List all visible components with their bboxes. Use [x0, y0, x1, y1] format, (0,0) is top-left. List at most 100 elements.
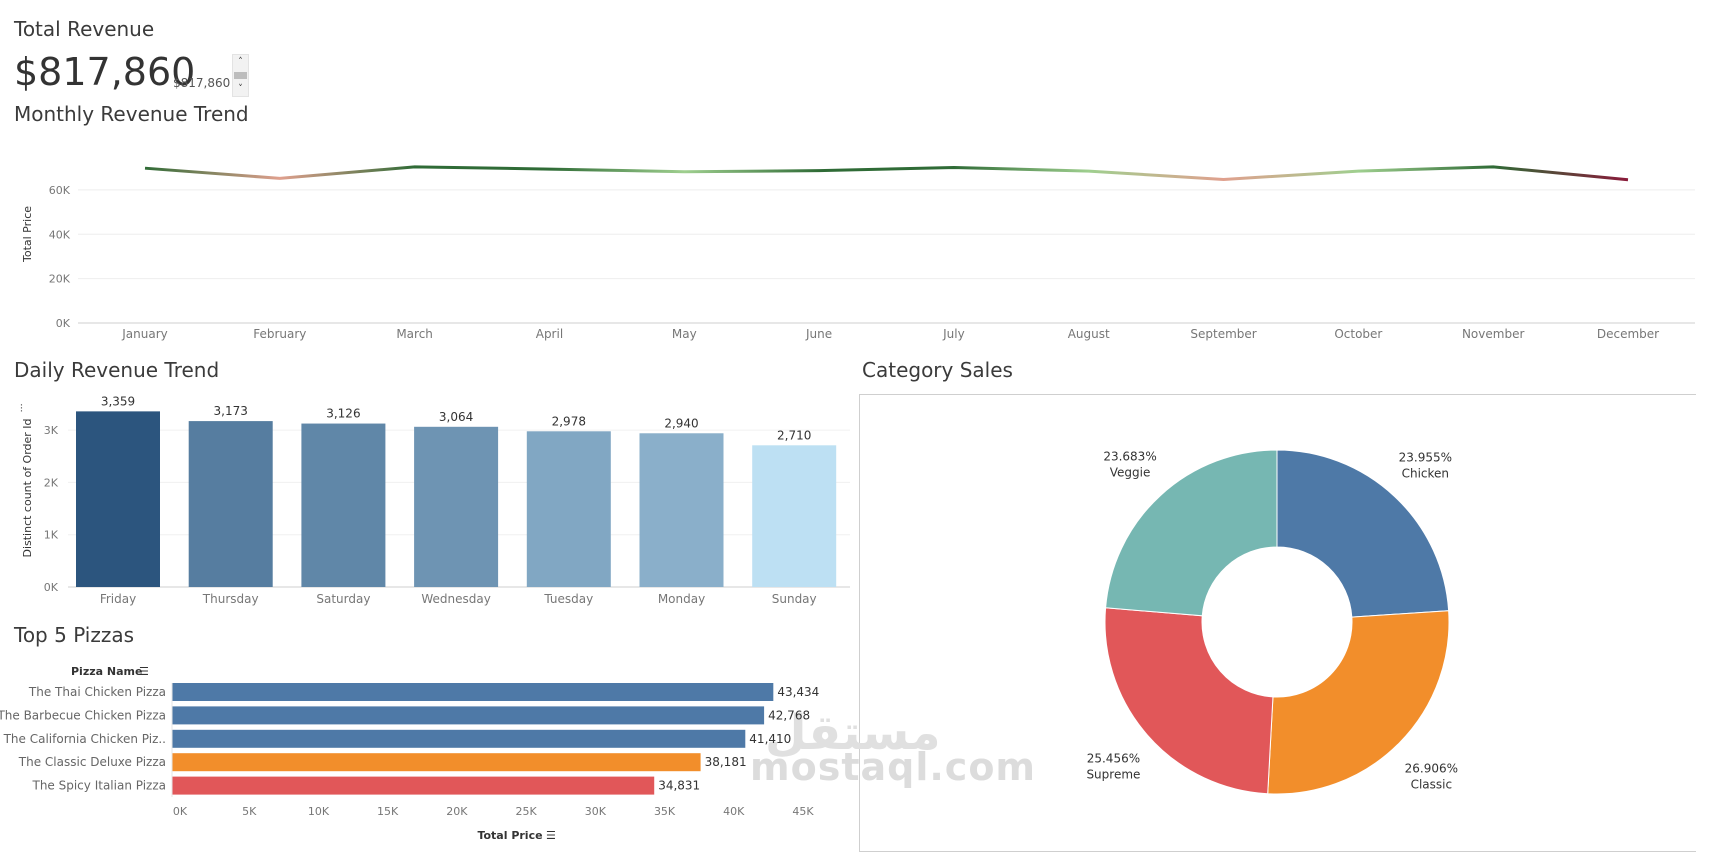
data-point [1492, 165, 1495, 168]
data-point [1222, 178, 1225, 181]
slice-percent-label: 26.906% [1405, 762, 1458, 776]
slice-category-label: Classic [1411, 778, 1453, 792]
y-tick-label: 40K [49, 228, 71, 241]
spinner-up-icon[interactable]: ˄ [238, 57, 243, 67]
revenue-line [144, 165, 1629, 182]
slice-category-label: Veggie [1110, 465, 1151, 479]
x-tick-label: June [805, 327, 832, 341]
bar-value-label: 2,710 [777, 428, 811, 442]
category-sales-panel [859, 394, 1696, 852]
x-axis-label: Total Price [477, 829, 542, 842]
bar-value-label: 34,831 [658, 779, 700, 793]
pizza-name-label: The Barbecue Chicken Pizza [0, 708, 166, 722]
x-tick-label: October [1334, 327, 1382, 341]
watermark-arabic: مستقل [765, 705, 941, 761]
pizza-bar [172, 776, 655, 795]
y-tick-label: 60K [49, 184, 71, 197]
data-point [683, 170, 686, 173]
day-bar [526, 431, 611, 587]
x-tick-label: 25K [516, 805, 538, 818]
category-donut-chart: 23.955% Chicken 26.906% Classic 25.456% Supre… [1086, 449, 1458, 795]
x-tick-label: 35K [654, 805, 676, 818]
spinner-down-icon[interactable]: ˅ [238, 84, 243, 94]
bar-value-label: 2,978 [552, 414, 586, 428]
x-tick-label: January [121, 327, 168, 341]
x-tick-label: 40K [723, 805, 745, 818]
x-tick-label: 15K [377, 805, 399, 818]
watermark-text: mostaql.com [750, 745, 1037, 789]
pizza-name-label: The Spicy Italian Pizza [31, 779, 166, 793]
day-bar [76, 411, 160, 587]
y-tick-label: 20K [49, 273, 71, 286]
y-tick-label: 3K [44, 424, 59, 437]
donut-slice [1276, 449, 1450, 618]
x-tick-label: 20K [446, 805, 468, 818]
daily-bar-chart: 0K 1K 2K 3K Distinct count of Order Id ⫶ 3,359… [20, 394, 850, 606]
x-tick-label: March [396, 327, 433, 341]
donut-slice [1105, 449, 1278, 617]
total-revenue-value: $817,860 [14, 50, 196, 94]
x-tick-label: May [672, 327, 697, 341]
pizza-bar [172, 753, 701, 772]
donut-slice [1267, 610, 1450, 795]
pizza-bar [172, 706, 765, 725]
pizza-bar [172, 729, 746, 748]
y-axis-label: Total Price [21, 206, 34, 263]
day-bar [752, 445, 837, 587]
data-point [1087, 170, 1090, 173]
x-tick-label: Tuesday [543, 592, 593, 606]
data-point [144, 167, 147, 170]
spinner-thumb[interactable] [234, 72, 247, 79]
data-point [413, 165, 416, 168]
value-spinner[interactable]: ˄ ˅ [232, 54, 249, 97]
x-tick-label: July [942, 327, 965, 341]
x-tick-label: April [536, 327, 563, 341]
x-tick-label: November [1462, 327, 1524, 341]
y-tick-label: 0K [44, 581, 59, 594]
x-tick-label: Saturday [316, 592, 370, 606]
bar-value-label: 2,940 [664, 416, 698, 430]
y-tick-label: 2K [44, 476, 59, 489]
bar-value-label: 38,181 [705, 755, 747, 769]
data-point [278, 177, 281, 180]
total-revenue-title: Total Revenue [14, 17, 155, 41]
bar-value-label: 42,768 [768, 708, 810, 722]
y-axis-label: Distinct count of Order Id [21, 418, 34, 557]
day-bar [639, 433, 724, 587]
x-tick-label: 30K [585, 805, 607, 818]
day-bar [414, 426, 499, 587]
top5-pizzas-title: Top 5 Pizzas [14, 623, 135, 647]
x-tick-label: Thursday [202, 592, 259, 606]
bar-value-label: 43,434 [777, 685, 819, 699]
data-point [952, 166, 955, 169]
sort-icon: ☰ [546, 829, 556, 842]
x-tick-label: September [1190, 327, 1256, 341]
bar-value-label: 41,410 [749, 732, 791, 746]
data-point [548, 168, 551, 171]
x-tick-label: August [1068, 327, 1110, 341]
pizza-name-label: The Classic Deluxe Pizza [18, 755, 166, 769]
data-point [1627, 178, 1630, 181]
pizza-bar [172, 683, 774, 701]
category-sales-title: Category Sales [862, 358, 1013, 382]
data-point [818, 169, 821, 172]
slice-category-label: Chicken [1402, 467, 1449, 481]
monthly-line-chart: 0K 20K 40K 60K Total Price January February Mar… [21, 165, 1695, 341]
bar-value-label: 3,064 [439, 410, 473, 424]
x-tick-label: Wednesday [421, 592, 490, 606]
pizza-name-label: The California Chicken Piz.. [3, 732, 166, 746]
bar-value-label: 3,126 [326, 407, 360, 421]
x-tick-label: Friday [100, 592, 136, 606]
y-tick-label: 0K [56, 317, 71, 330]
y-tick-label: 1K [44, 529, 59, 542]
total-revenue-small-value: $817,860 [173, 76, 231, 90]
sort-icon: ⫶ [20, 402, 23, 415]
x-tick-label: 45K [792, 805, 814, 818]
day-bar [188, 421, 273, 587]
bar-value-label: 3,173 [214, 404, 248, 418]
donut-slice [1104, 607, 1274, 795]
slice-percent-label: 23.955% [1399, 451, 1452, 465]
data-point [1357, 170, 1360, 173]
y-axis-label: Pizza Name [71, 665, 142, 678]
